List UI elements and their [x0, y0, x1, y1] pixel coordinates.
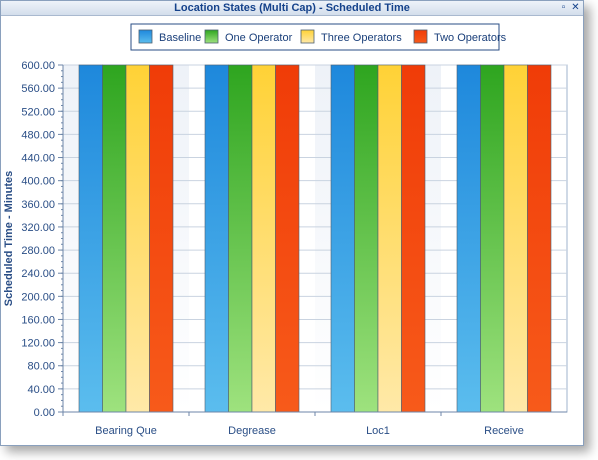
y-tick-label: 400.00 — [21, 176, 55, 188]
bar-baseline[interactable] — [78, 64, 103, 413]
x-axis: Bearing Que Degrease Loc1 Receive — [62, 411, 567, 437]
y-tick-label: 320.00 — [21, 222, 55, 234]
x-tick-label: Loc1 — [366, 425, 390, 437]
title-bar: Location States (Multi Cap) - Scheduled … — [1, 1, 583, 16]
legend-swatch — [138, 29, 153, 44]
x-tick-label: Degrease — [228, 425, 276, 437]
close-icon[interactable]: ✕ — [571, 2, 580, 13]
y-tick-label: 520.00 — [21, 106, 55, 118]
y-tick-label: 560.00 — [21, 83, 55, 95]
bar-baseline[interactable] — [330, 64, 355, 413]
bar-one-operator[interactable] — [228, 64, 253, 413]
bar-one-operator[interactable] — [480, 64, 505, 413]
bar-three-operators[interactable] — [503, 64, 528, 413]
bar-one-operator[interactable] — [102, 64, 127, 413]
window-title: Location States (Multi Cap) - Scheduled … — [174, 2, 410, 14]
bar-baseline[interactable] — [456, 64, 481, 413]
y-tick-label: 280.00 — [21, 245, 55, 257]
legend-label: Three Operators — [321, 32, 402, 44]
x-tick-label: Receive — [484, 425, 524, 437]
bar-two-operators[interactable] — [149, 64, 174, 413]
legend-swatch — [204, 29, 219, 44]
y-tick-label: 360.00 — [21, 199, 55, 211]
legend-box — [130, 23, 500, 51]
y-tick-label: 600.00 — [21, 60, 55, 72]
bar-two-operators[interactable] — [401, 64, 426, 413]
bars — [78, 64, 552, 413]
y-axis: 0.00 40.00 80.00 120.00 160.00 200.00 240.00 28… — [21, 60, 64, 419]
legend-label: One Operator — [225, 32, 293, 44]
y-tick-label: 40.00 — [27, 384, 55, 396]
y-tick-label: 200.00 — [21, 291, 55, 303]
y-tick-label: 440.00 — [21, 153, 55, 165]
legend-swatch — [413, 29, 428, 44]
legend: Baseline One Operator Three Operators Two O… — [130, 23, 507, 51]
y-axis-label: Scheduled Time - Minutes — [3, 171, 15, 307]
x-tick-label: Bearing Que — [95, 425, 157, 437]
bar-three-operators[interactable] — [251, 64, 276, 413]
bar-two-operators[interactable] — [275, 64, 300, 413]
y-tick-label: 480.00 — [21, 129, 55, 141]
y-tick-label: 120.00 — [21, 338, 55, 350]
y-tick-label: 160.00 — [21, 314, 55, 326]
bar-one-operator[interactable] — [354, 64, 379, 413]
legend-label: Two Operators — [434, 32, 507, 44]
restore-icon[interactable]: ▫ — [561, 2, 566, 13]
legend-label: Baseline — [159, 32, 201, 44]
legend-swatch — [300, 29, 315, 44]
y-tick-label: 0.00 — [34, 407, 55, 419]
bar-two-operators[interactable] — [527, 64, 552, 413]
bar-three-operators[interactable] — [377, 64, 402, 413]
bar-baseline[interactable] — [204, 64, 229, 413]
y-tick-label: 240.00 — [21, 268, 55, 280]
y-tick-label: 80.00 — [27, 361, 55, 373]
bar-three-operators[interactable] — [125, 64, 150, 413]
